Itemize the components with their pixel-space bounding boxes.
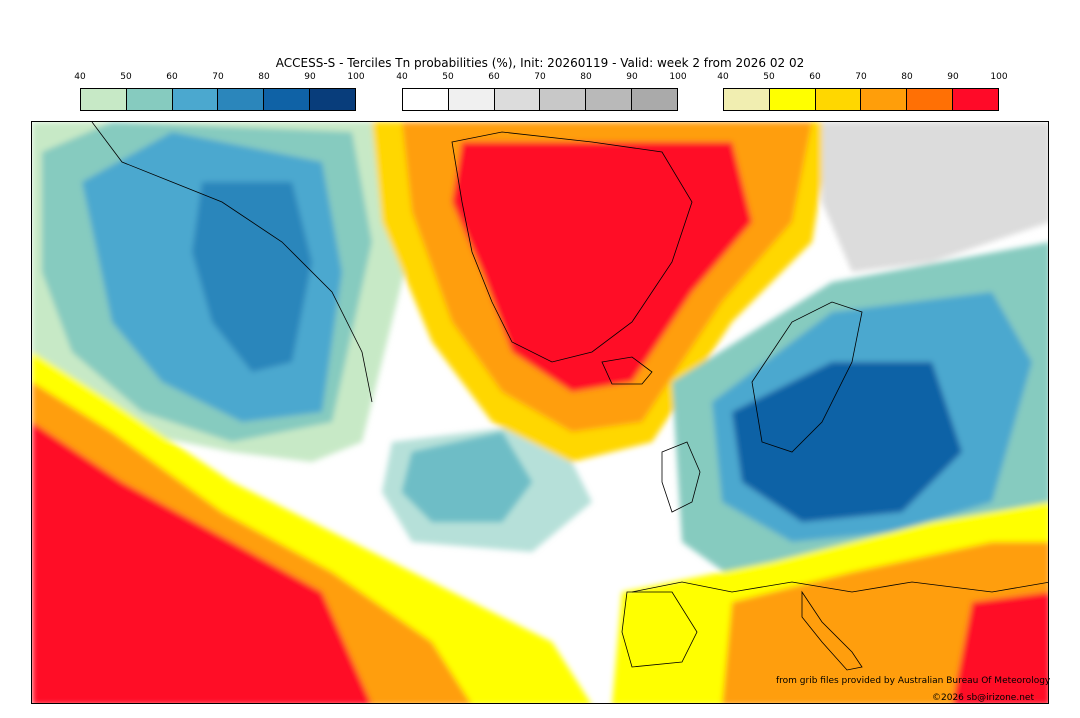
color-swatch	[310, 89, 355, 110]
probability-map	[31, 121, 1049, 704]
source-credit: from grib files provided by Australian B…	[776, 676, 1051, 686]
color-swatch	[448, 89, 495, 110]
color-swatch	[815, 89, 862, 110]
tick-label: 100	[669, 72, 687, 82]
tick-label: 100	[990, 72, 1008, 82]
tick-label: 40	[396, 72, 408, 82]
colorbar-below-normal	[80, 88, 356, 111]
legend-below-normal: 40 50 60 70 80 90 100	[74, 72, 365, 112]
coastline-iberia	[621, 591, 698, 668]
color-swatch	[403, 89, 449, 110]
coastline-north-america	[91, 122, 373, 403]
tick-label: 90	[304, 72, 316, 82]
coastline-europe-south	[631, 581, 1048, 593]
tick-label: 40	[717, 72, 729, 82]
color-swatch	[218, 89, 265, 110]
tick-label: 60	[809, 72, 821, 82]
legend-ticks: 40 50 60 70 80 90 100	[717, 72, 1007, 84]
color-swatch	[907, 89, 954, 110]
coastlines	[91, 122, 1048, 671]
legend-ticks: 40 50 60 70 80 90 100	[396, 72, 686, 84]
copyright-credit: ©2026 sb@irizone.net	[932, 693, 1034, 703]
tick-label: 40	[74, 72, 86, 82]
legend-normal: 40 50 60 70 80 90 100	[396, 72, 687, 112]
color-swatch	[724, 89, 770, 110]
chart-title: ACCESS-S - Terciles Tn probabilities (%)…	[275, 56, 805, 70]
map-canvas	[32, 122, 1048, 703]
tick-label: 50	[763, 72, 775, 82]
field-sw-above-100	[32, 422, 372, 703]
field-normal-arctic	[822, 122, 1048, 272]
color-swatch	[264, 89, 311, 110]
coastline-greenland	[451, 131, 693, 363]
tick-label: 70	[212, 72, 224, 82]
field-below-blob-atlantic-outer	[382, 422, 592, 552]
color-swatch	[126, 89, 173, 110]
color-swatch	[769, 89, 816, 110]
color-swatch	[586, 89, 633, 110]
coastline-italy	[801, 590, 863, 671]
legend-ticks: 40 50 60 70 80 90 100	[74, 72, 364, 84]
color-swatch	[540, 89, 587, 110]
probability-fields	[32, 122, 1048, 703]
field-med-above-100	[952, 592, 1048, 703]
colorbar-above-normal	[723, 88, 999, 111]
tick-label: 100	[347, 72, 365, 82]
color-swatch	[861, 89, 908, 110]
color-swatch	[632, 89, 677, 110]
field-above-100	[452, 142, 752, 392]
tick-label: 90	[947, 72, 959, 82]
color-swatch	[953, 89, 998, 110]
coastline-scandinavia	[751, 301, 863, 453]
tick-label: 80	[258, 72, 270, 82]
colorbar-normal	[402, 88, 678, 111]
color-swatch	[494, 89, 541, 110]
coastline-iceland	[601, 356, 653, 385]
tick-label: 80	[580, 72, 592, 82]
tick-label: 70	[534, 72, 546, 82]
field-below-70	[192, 182, 312, 372]
tick-label: 60	[166, 72, 178, 82]
tick-label: 80	[901, 72, 913, 82]
tick-label: 70	[855, 72, 867, 82]
coastline-british-isles	[661, 441, 701, 513]
tick-label: 50	[442, 72, 454, 82]
tick-label: 50	[120, 72, 132, 82]
color-swatch	[172, 89, 219, 110]
color-swatch	[81, 89, 127, 110]
legend-above-normal: 40 50 60 70 80 90 100	[717, 72, 1008, 112]
field-europe-below-80	[732, 362, 962, 522]
tick-label: 90	[626, 72, 638, 82]
tick-label: 60	[488, 72, 500, 82]
